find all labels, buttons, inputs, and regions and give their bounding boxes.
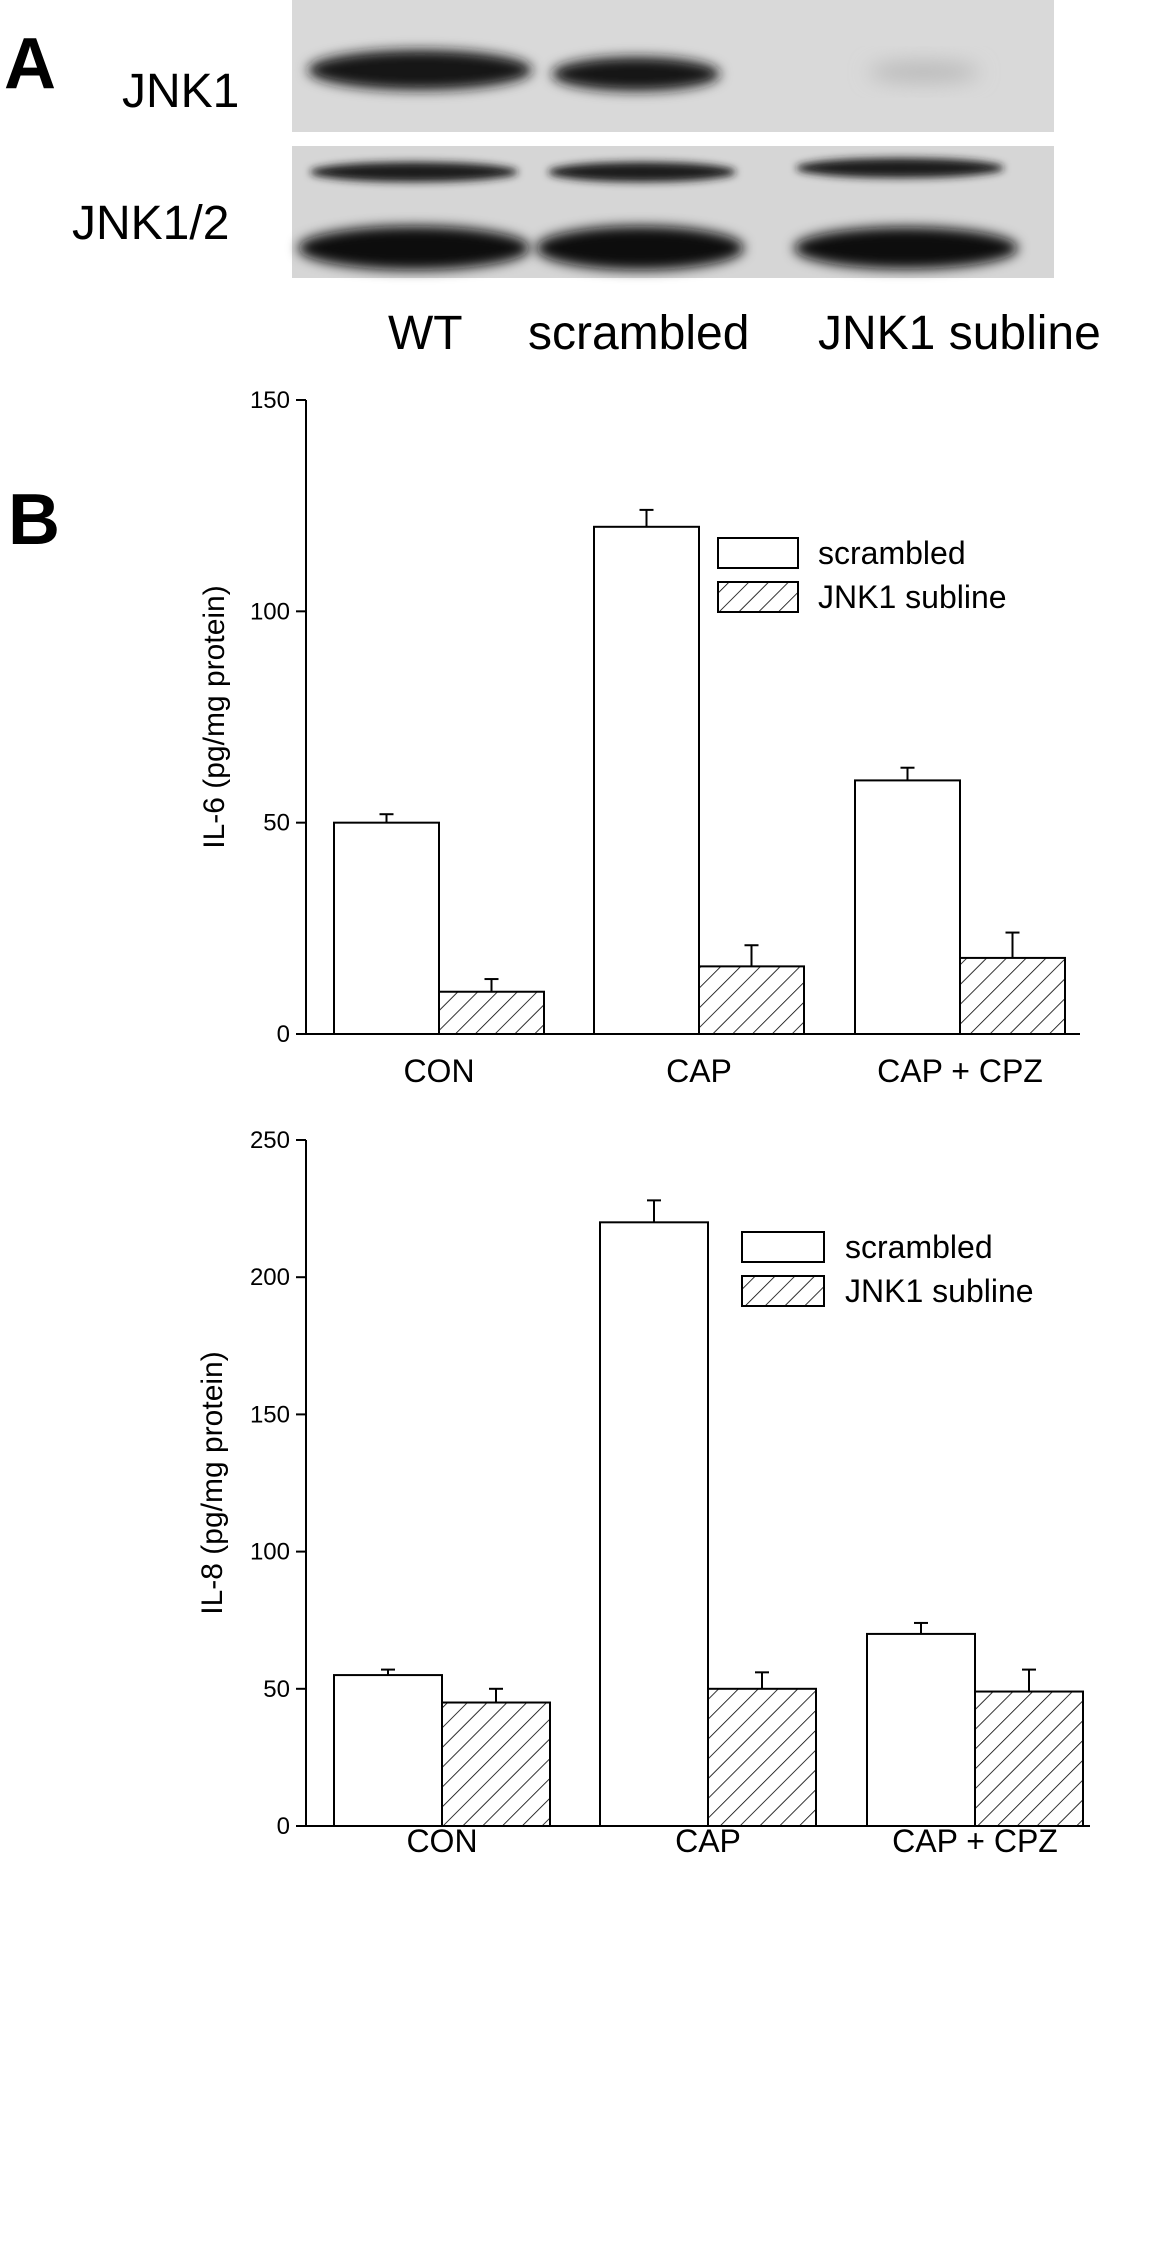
- il8-y-tick-label: 250: [250, 1127, 290, 1154]
- il8-category-label-0: CON: [406, 1823, 477, 1859]
- il6-bar-jnk1-subline-1: [698, 965, 805, 1036]
- lane-label-scrambled: scrambled: [528, 307, 750, 360]
- il8-legend-swatch-0: [741, 1231, 825, 1263]
- band-jnk1-scrambled: [552, 57, 720, 91]
- il8-bar-scrambled-0: [333, 1674, 443, 1828]
- il6-bar-scrambled-2: [854, 779, 961, 1035]
- il6-bar-chart: 0 50 100 150 IL-6 (pg/mg protein) CON CAP CAP +…: [198, 387, 1080, 1089]
- blot-row-label-jnk12: JNK1/2: [72, 197, 230, 250]
- il8-y-tick-label: 100: [250, 1539, 290, 1566]
- il8-bar-chart: 0 50 100 150 200 250 IL-8 (pg/mg protein) CON CA…: [196, 1127, 1090, 1859]
- il6-legend-swatch-0: [717, 537, 799, 569]
- band-jnk12-upper-subline: [796, 158, 1004, 178]
- band-jnk12-upper-scrambled: [548, 162, 736, 182]
- panel-a-letter: A: [4, 24, 56, 104]
- lane-label-wt: WT: [388, 307, 463, 360]
- il6-bar-scrambled-0: [333, 821, 440, 1035]
- il6-legend-label-1: JNK1 subline: [818, 579, 1007, 615]
- il6-category-label-0: CON: [403, 1053, 474, 1089]
- il6-bar-scrambled-1: [593, 525, 700, 1036]
- il8-legend-swatch-1: [741, 1275, 825, 1307]
- lane-label-jnk1-subline: JNK1 subline: [818, 307, 1101, 360]
- il8-category-label-1: CAP: [675, 1823, 741, 1859]
- panel-b-letter: B: [8, 480, 60, 560]
- il6-legend-label-0: scrambled: [818, 535, 966, 571]
- il8-y-tick-label: 50: [263, 1676, 290, 1703]
- il8-bar-jnk1-subline-0: [441, 1701, 551, 1828]
- il6-category-label-2: CAP + CPZ: [877, 1053, 1043, 1089]
- il6-y-tick-label: 50: [263, 810, 290, 837]
- band-jnk12-lower-subline: [794, 227, 1018, 269]
- il6-bar-jnk1-subline-0: [438, 990, 545, 1036]
- il6-y-axis-label: IL-6 (pg/mg protein): [198, 585, 231, 848]
- il6-y-tick-label: 100: [250, 598, 290, 625]
- band-jnk1-subline: [868, 62, 980, 82]
- il8-bar-scrambled-1: [599, 1221, 709, 1827]
- band-jnk12-upper-wt: [310, 162, 518, 182]
- western-blot-image: [292, 0, 1054, 278]
- il6-y-tick-label: 0: [277, 1021, 290, 1048]
- il8-bar-jnk1-subline-1: [707, 1687, 817, 1827]
- il8-y-axis-label: IL-8 (pg/mg protein): [196, 1351, 229, 1614]
- blot-row-label-jnk1: JNK1: [122, 65, 240, 118]
- il6-legend-swatch-1: [717, 581, 799, 613]
- il8-bar-jnk1-subline-2: [974, 1690, 1084, 1827]
- il8-category-label-2: CAP + CPZ: [892, 1823, 1058, 1859]
- band-jnk1-wt: [308, 50, 532, 90]
- band-jnk12-lower-wt: [298, 226, 530, 270]
- il8-bar-scrambled-2: [866, 1632, 976, 1827]
- band-jnk12-lower-scrambled: [536, 226, 744, 270]
- il6-y-tick-label: 150: [250, 387, 290, 414]
- il6-category-label-1: CAP: [666, 1053, 732, 1089]
- il8-y-tick-label: 150: [250, 1401, 290, 1428]
- il8-legend-label-1: JNK1 subline: [845, 1273, 1034, 1309]
- il8-y-tick-label: 0: [277, 1813, 290, 1840]
- il6-bar-jnk1-subline-2: [959, 956, 1066, 1035]
- il8-y-tick-label: 200: [250, 1264, 290, 1291]
- il8-legend-label-0: scrambled: [845, 1229, 993, 1265]
